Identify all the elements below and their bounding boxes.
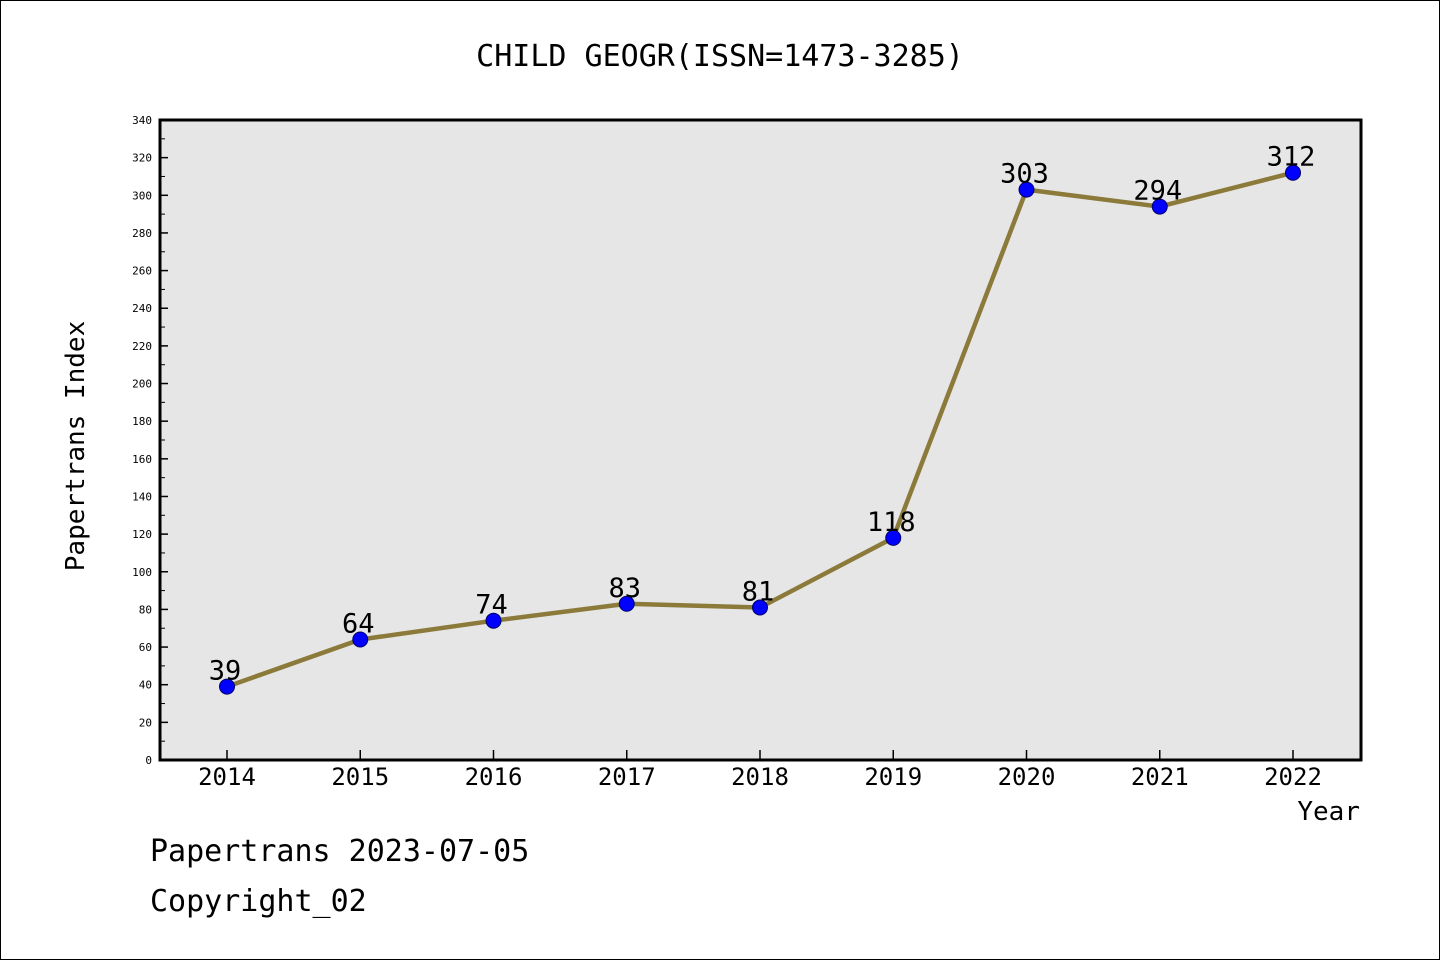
y-tick-label: 0 [145, 754, 152, 767]
y-tick-label: 160 [132, 453, 152, 466]
data-point [485, 612, 502, 629]
y-tick-label: 80 [139, 603, 152, 616]
y-tick-label: 60 [139, 641, 152, 654]
x-axis: 2014 2015 2016 2017 2018 2019 2020 2021 2022 [198, 750, 1322, 791]
data-label: 64 [342, 609, 375, 640]
data-point [352, 631, 369, 648]
series-papertrans-index [219, 164, 1301, 695]
data-point [885, 529, 902, 546]
data-point [752, 599, 768, 616]
data-label: 303 [1000, 159, 1049, 190]
y-tick-label: 120 [132, 528, 152, 541]
y-tick-label: 100 [132, 566, 152, 579]
y-tick-label: 20 [139, 716, 152, 729]
data-point [618, 595, 635, 612]
data-label: 74 [475, 590, 508, 621]
x-axis-title: Year [1297, 797, 1360, 827]
data-label: 294 [1133, 176, 1182, 207]
data-point [1285, 164, 1301, 181]
data-point [1018, 181, 1035, 198]
footer-copyright: Copyright_02 [150, 884, 367, 919]
data-labels: 39 64 74 83 81 118 303 294 312 [209, 142, 1316, 687]
y-tick-label: 300 [132, 189, 152, 202]
data-label: 312 [1267, 142, 1316, 173]
y-axis-title: Papertrans Index [61, 321, 91, 571]
chart-title: CHILD GEOGR(ISSN=1473-3285) [476, 39, 964, 74]
y-tick-label: 40 [139, 679, 152, 692]
data-point [219, 678, 235, 695]
x-tick-label: 2020 [998, 763, 1056, 791]
y-tick-label: 320 [132, 152, 152, 165]
data-point [1151, 198, 1168, 215]
x-tick-label: 2016 [465, 763, 523, 791]
x-tick-label: 2015 [331, 763, 389, 791]
x-tick-label: 2022 [1264, 763, 1322, 791]
y-tick-label: 260 [132, 265, 152, 278]
x-tick-label: 2014 [198, 763, 256, 791]
footer-date: Papertrans 2023-07-05 [150, 834, 530, 869]
data-label: 39 [209, 656, 242, 687]
y-tick-label: 200 [132, 378, 152, 391]
y-tick-label: 140 [132, 490, 152, 503]
x-tick-label: 2021 [1131, 763, 1189, 791]
x-tick-label: 2019 [864, 763, 922, 791]
x-tick-label: 2018 [731, 763, 789, 791]
y-tick-label: 220 [132, 340, 152, 353]
y-axis: 0 20 40 60 80 100 120 140 160 180 200 220 240 260 280 3… [132, 114, 168, 767]
y-tick-label: 180 [132, 415, 152, 428]
data-label: 118 [867, 507, 916, 538]
y-tick-label: 340 [132, 114, 152, 127]
x-tick-label: 2017 [598, 763, 656, 791]
plot-area [158, 118, 1363, 762]
y-tick-label: 280 [132, 227, 152, 240]
data-label: 83 [608, 573, 641, 604]
data-label: 81 [742, 577, 775, 608]
y-tick-label: 240 [132, 302, 152, 315]
